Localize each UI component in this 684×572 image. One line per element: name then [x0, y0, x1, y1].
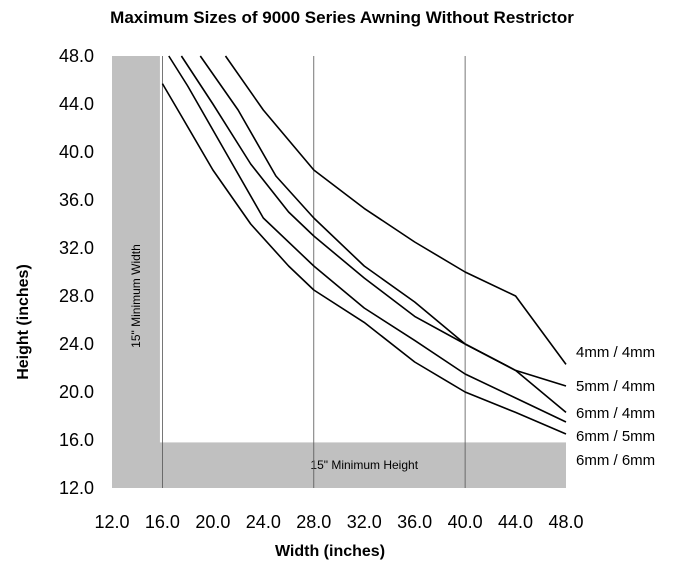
x-tick-label: 32.0	[347, 512, 382, 532]
y-tick-label: 20.0	[59, 382, 94, 402]
x-tick-label: 44.0	[498, 512, 533, 532]
y-axis-label: Height (inches)	[15, 264, 32, 380]
y-tick-label: 44.0	[59, 94, 94, 114]
series-label: 4mm / 4mm	[576, 344, 655, 361]
x-axis-label: Width (inches)	[275, 543, 385, 560]
series-group	[161, 55, 567, 435]
y-tick-labels: 12.0 16.0 20.0 24.0 28.0 32.0 36.0 40.0 44.0 48.0	[59, 46, 94, 498]
y-tick-label: 12.0	[59, 478, 94, 498]
regions-group: 15" Minimum Width 15" Minimum Height	[112, 56, 566, 488]
x-tick-label: 20.0	[195, 512, 230, 532]
y-tick-label: 48.0	[59, 46, 94, 66]
region-label-1: 15" Minimum Height	[310, 458, 418, 472]
region-1	[112, 442, 566, 488]
series-label: 6mm / 5mm	[576, 428, 655, 445]
series-labels: 4mm / 4mm 5mm / 4mm 6mm / 4mm 6mm / 5mm 6mm …	[576, 344, 655, 469]
x-tick-labels: 12.0 16.0 20.0 24.0 28.0 32.0 36.0 40.0 44.0 48.0	[94, 512, 583, 532]
series-line-6mm-6mm	[161, 83, 567, 435]
x-tick-label: 36.0	[397, 512, 432, 532]
x-tick-label: 24.0	[246, 512, 281, 532]
y-tick-label: 40.0	[59, 142, 94, 162]
series-label: 6mm / 4mm	[576, 405, 655, 422]
x-tick-label: 48.0	[548, 512, 583, 532]
y-tick-label: 32.0	[59, 238, 94, 258]
series-line-6mm-4mm	[180, 55, 567, 414]
series-line-4mm-4mm	[224, 55, 567, 365]
series-label: 5mm / 4mm	[576, 378, 655, 395]
series-line-6mm-5mm	[168, 55, 567, 423]
chart-title: Maximum Sizes of 9000 Series Awning With…	[110, 8, 574, 27]
y-tick-label: 28.0	[59, 286, 94, 306]
x-tick-label: 40.0	[448, 512, 483, 532]
y-tick-label: 24.0	[59, 334, 94, 354]
y-tick-label: 36.0	[59, 190, 94, 210]
series-label: 6mm / 6mm	[576, 452, 655, 469]
y-tick-label: 16.0	[59, 430, 94, 450]
x-tick-label: 28.0	[296, 512, 331, 532]
region-label-0: 15" Minimum Width	[129, 244, 143, 348]
x-tick-label: 16.0	[145, 512, 180, 532]
x-tick-label: 12.0	[94, 512, 129, 532]
region-0	[112, 56, 160, 488]
